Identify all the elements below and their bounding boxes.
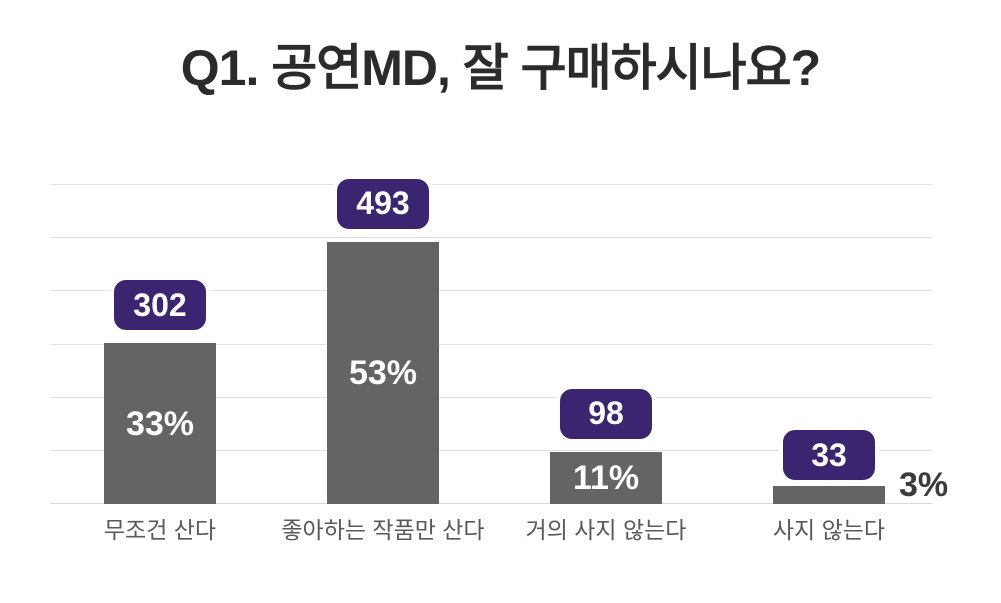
count-badge: 98 (560, 388, 652, 439)
category-label: 거의 사지 않는다 (525, 517, 687, 543)
category-label: 좋아하는 작품만 산다 (281, 517, 485, 543)
gridline (50, 290, 932, 292)
category-label: 무조건 산다 (103, 517, 217, 543)
count-badge: 493 (337, 178, 429, 229)
bar: 11% (550, 451, 662, 504)
gridline (50, 237, 932, 239)
gridline (50, 184, 932, 185)
bar: 33% (104, 343, 216, 504)
x-axis-line (50, 503, 932, 504)
chart-title: Q1. 공연MD, 잘 구매하시나요? (180, 40, 821, 96)
category-label: 사지 않는다 (772, 517, 886, 543)
bar (773, 486, 885, 504)
gridline (50, 449, 932, 451)
percent-label: 11% (572, 458, 640, 497)
bar-chart-plot: 33% 302 무조건 산다 53% 493 좋아하는 작품만 산다 11% 98 거의 사지 … (50, 178, 948, 543)
percent-label: 33% (125, 404, 195, 443)
percent-label: 3% (899, 466, 949, 504)
bar: 53% (327, 241, 439, 504)
count-badge: 302 (114, 280, 206, 331)
count-badge: 33 (783, 430, 875, 481)
gridline (50, 343, 932, 345)
percent-label: 53% (348, 353, 418, 392)
gridline (50, 396, 932, 398)
